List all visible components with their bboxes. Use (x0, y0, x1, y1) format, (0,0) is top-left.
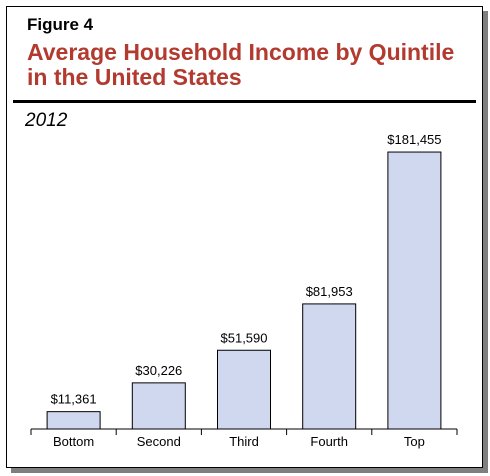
x-tick-label-top: Top (404, 434, 425, 449)
bar-third (217, 349, 271, 430)
data-label-second: $30,226 (135, 363, 182, 378)
data-label-bottom: $11,361 (51, 392, 97, 407)
chart-subtitle: 2012 (25, 110, 68, 131)
data-label-third: $51,590 (221, 330, 268, 345)
chart-title: Average Household Income by Quintile in … (27, 39, 455, 90)
x-tick-label-bottom: Bottom (53, 434, 94, 449)
figure-frame: Figure 4 Average Household Income by Qui… (6, 6, 483, 468)
figure-label: Figure 4 (27, 15, 94, 34)
x-tick-label-third: Third (229, 434, 259, 449)
bar-fourth (302, 303, 357, 430)
bar-second (131, 382, 186, 430)
bar-top (387, 151, 442, 430)
x-tick-label-second: Second (137, 434, 181, 449)
bar-chart: $11,361 Bottom $30,226 Second $51,590 Third $8… (30, 132, 458, 449)
title-divider (13, 100, 476, 103)
bar-bottom (46, 411, 101, 430)
data-label-fourth: $81,953 (306, 284, 353, 299)
x-tick-label-fourth: Fourth (310, 434, 348, 449)
data-label-top: $181,455 (387, 132, 441, 147)
